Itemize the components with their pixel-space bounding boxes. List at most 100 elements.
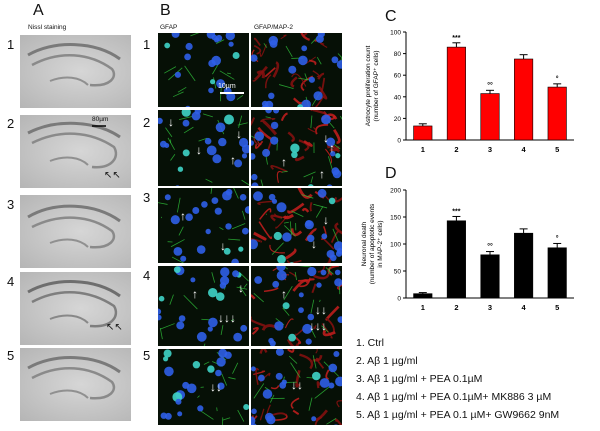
bar bbox=[413, 125, 433, 141]
x-tick-label: 4 bbox=[522, 303, 527, 312]
row-label-b2: 2 bbox=[143, 115, 151, 130]
legend-item-4: 4. Aβ 1 µg/ml + PEA 0.1µM+ MK886 3 µM bbox=[356, 391, 552, 403]
merge-image-3: ↓ ↓ bbox=[251, 188, 342, 263]
nissl-image-3 bbox=[20, 195, 131, 268]
legend-item-5: 5. Aβ 1 µg/ml + PEA 0.1 µM+ GW9662 9nM bbox=[356, 409, 560, 421]
arrow-icon: ↓↓ bbox=[315, 303, 327, 317]
gfap-image-4: ↑ ↓ ↓↓↓ bbox=[158, 266, 249, 346]
y-tick-label: 150 bbox=[390, 215, 401, 222]
scalebar bbox=[220, 92, 244, 94]
row-label-b3: 3 bbox=[143, 190, 151, 205]
x-tick-label: 2 bbox=[454, 145, 458, 154]
arrow-icon: ↓ bbox=[323, 213, 329, 227]
significance-label: *** bbox=[452, 208, 460, 215]
arrow-icon: ↑ bbox=[230, 153, 236, 167]
significance-label: *** bbox=[452, 35, 460, 42]
gfap-image-5: ↓↓ bbox=[158, 349, 249, 425]
nissl-scalebar-label: 80µm bbox=[92, 116, 109, 123]
legend-item-3: 3. Aβ 1 µg/ml + PEA 0.1µM bbox=[356, 373, 483, 385]
bar bbox=[514, 232, 534, 299]
scalebar-label: 10µm bbox=[218, 83, 236, 90]
nissl-header: Nissl staining bbox=[28, 24, 67, 31]
arrow-icon: ↑ bbox=[281, 287, 287, 301]
x-tick-label: 1 bbox=[421, 303, 425, 312]
x-tick-label: 5 bbox=[555, 145, 559, 154]
bar bbox=[514, 58, 534, 141]
arrow-icon: ↓ bbox=[220, 239, 226, 253]
y-tick-label: 100 bbox=[390, 30, 401, 37]
x-tick-label: 3 bbox=[488, 303, 492, 312]
y-axis-label: Astrocyte proliferation count bbox=[365, 46, 372, 127]
arrow-icon: ↖↖ bbox=[106, 322, 123, 333]
merge-image-1 bbox=[251, 33, 342, 107]
gfap-image-2: ↓ ↓ ↓ ↑ bbox=[158, 110, 249, 186]
nissl-image-5 bbox=[20, 348, 131, 421]
y-tick-label: 50 bbox=[394, 269, 402, 276]
significance-label: °° bbox=[487, 243, 493, 251]
y-tick-label: 0 bbox=[397, 138, 401, 145]
significance-label: °° bbox=[487, 81, 493, 89]
significance-label: ° bbox=[556, 234, 559, 242]
panel-d-letter: D bbox=[385, 165, 397, 182]
y-tick-label: 60 bbox=[394, 73, 402, 80]
x-tick-label: 5 bbox=[555, 303, 559, 312]
bar bbox=[547, 86, 567, 141]
gfap-map2-header: GFAP/MAP-2 bbox=[254, 24, 294, 31]
y-axis-label: (number of GFAP⁺ cells) bbox=[373, 51, 380, 122]
y-tick-label: 20 bbox=[394, 116, 402, 123]
bar bbox=[446, 46, 466, 141]
y-axis-label: Neuronal death bbox=[361, 221, 368, 266]
nissl-image-1 bbox=[20, 35, 131, 108]
y-tick-label: 40 bbox=[394, 94, 402, 101]
y-tick-label: 200 bbox=[390, 188, 401, 195]
arrow-icon: ↖↖ bbox=[104, 170, 121, 181]
merge-image-5: ↓↓ bbox=[251, 349, 342, 425]
row-label-a5: 5 bbox=[7, 348, 15, 363]
row-label-b1: 1 bbox=[143, 37, 151, 52]
arrow-icon: ↓↓ bbox=[210, 380, 222, 394]
gfap-image-1 bbox=[158, 33, 249, 107]
bar bbox=[480, 93, 500, 141]
panel-b-letter: B bbox=[160, 2, 171, 19]
row-label-b4: 4 bbox=[143, 268, 151, 283]
y-axis-label: in MAP-2⁺ cells) bbox=[377, 220, 384, 267]
legend-item-2: 2. Aβ 1 µg/ml bbox=[356, 355, 418, 367]
arrow-icon: ↓↓ bbox=[291, 378, 303, 392]
arrow-icon: ↓ bbox=[168, 115, 174, 129]
row-label-a3: 3 bbox=[7, 197, 15, 212]
nissl-image-4: ↖↖ bbox=[20, 272, 131, 345]
x-tick-label: 3 bbox=[488, 145, 492, 154]
bar bbox=[547, 247, 567, 299]
merge-image-2: ↓ ↑ ↑ ↑ bbox=[251, 110, 342, 186]
chart-c: 0 20 40 60 80 100 Astrocyte proliferation coun… bbox=[365, 30, 574, 154]
row-label-a1: 1 bbox=[7, 37, 15, 52]
chart-d: 0 50 100 150 200 Neuronal death (number of apo… bbox=[361, 188, 574, 312]
arrow-icon: ↓ bbox=[236, 127, 242, 141]
row-label-a2: 2 bbox=[7, 116, 15, 131]
bar bbox=[480, 254, 500, 299]
y-tick-label: 80 bbox=[394, 51, 402, 58]
row-label-a4: 4 bbox=[7, 274, 15, 289]
arrow-icon: ↑ bbox=[180, 209, 186, 223]
gfap-image-3: ↑ ↓ bbox=[158, 188, 249, 263]
bar bbox=[413, 293, 433, 299]
legend-item-1: 1. Ctrl bbox=[356, 337, 385, 349]
gfap-header: GFAP bbox=[160, 24, 178, 31]
panel-c-letter: C bbox=[385, 8, 397, 25]
arrow-icon: ↑ bbox=[319, 167, 325, 181]
arrow-icon: ↓ bbox=[238, 281, 244, 295]
y-axis-label: (number of apoptotic events bbox=[369, 203, 376, 284]
arrow-icon: ↓ bbox=[323, 131, 329, 145]
arrow-icon: ↓↓↓ bbox=[309, 319, 327, 333]
arrow-icon: ↓↓↓ bbox=[218, 311, 236, 325]
arrow-icon: ↑ bbox=[281, 155, 287, 169]
nissl-image-2: 80µm ↖↖ bbox=[20, 115, 131, 188]
arrow-icon: ↓ bbox=[311, 237, 317, 251]
arrow-icon: ↓ bbox=[196, 143, 202, 157]
bar bbox=[446, 220, 466, 299]
x-tick-label: 2 bbox=[454, 303, 458, 312]
x-tick-label: 1 bbox=[421, 145, 425, 154]
x-tick-label: 4 bbox=[522, 145, 527, 154]
arrow-icon: ↑ bbox=[192, 287, 198, 301]
y-tick-label: 100 bbox=[390, 242, 401, 249]
